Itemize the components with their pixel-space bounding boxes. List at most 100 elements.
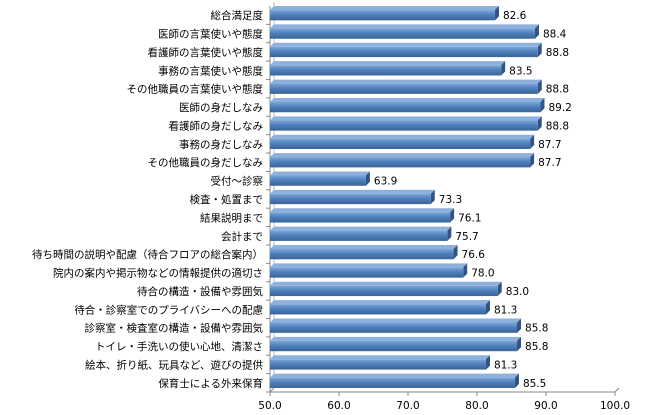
data-label: 85.8 [525, 341, 548, 353]
bar-side-face [447, 226, 452, 241]
bar [270, 157, 531, 168]
bar-side-face [497, 281, 502, 297]
bar [270, 359, 486, 370]
bar-top-face [270, 153, 535, 158]
bar-side-face [365, 171, 370, 186]
x-tick-label: 90.0 [534, 400, 557, 412]
bar-side-face [514, 373, 519, 388]
bar [270, 10, 495, 21]
bar-side-face [540, 97, 545, 113]
bar-top-face [270, 42, 542, 47]
category-label: 検査・処置まで [190, 193, 264, 206]
bar-top-face [270, 226, 452, 231]
category-label: 受付～診察 [211, 175, 264, 188]
bar [270, 101, 541, 113]
bar-top-face [270, 61, 506, 66]
bar [270, 175, 366, 186]
bar [270, 212, 451, 223]
category-label: 医師の言葉使いや態度 [158, 28, 263, 41]
data-label: 76.1 [458, 212, 481, 224]
category-label: 待合・診察室でのプライバシーへの配慮 [74, 303, 263, 316]
bar-top-face [270, 208, 455, 213]
category-label: 事務の身だしなみ [179, 138, 263, 151]
bar [270, 46, 538, 58]
bar-top-face [270, 6, 499, 11]
bar-top-face [270, 336, 522, 341]
bar-side-face [453, 244, 458, 260]
data-label: 82.6 [503, 10, 527, 22]
bar-side-face [530, 153, 535, 168]
category-label: 院内の案内や掲示物などの情報提供の適切さ [53, 267, 263, 280]
category-label: 会計まで [221, 230, 263, 243]
bar [270, 322, 518, 333]
x-tick-label: 70.0 [396, 400, 419, 412]
x-tick-label: 100.0 [600, 400, 630, 412]
bar-top-face [270, 355, 490, 360]
floor-edge-line [614, 387, 620, 393]
bar-side-face [485, 355, 490, 370]
bar-side-face [517, 336, 522, 352]
bar-top-face [270, 134, 535, 139]
bar-top-face [270, 318, 522, 323]
category-label: 事務の言葉使いや態度 [158, 64, 263, 77]
data-label: 63.9 [374, 176, 397, 188]
category-label: 看護師の言葉使いや態度 [148, 46, 264, 59]
bar [270, 377, 515, 388]
bar [270, 65, 502, 76]
data-label: 88.4 [543, 29, 567, 41]
bar-side-face [501, 61, 506, 76]
x-tick-label: 50.0 [258, 400, 281, 412]
data-label: 83.0 [506, 286, 529, 298]
data-label: 89.2 [548, 102, 571, 114]
data-label: 81.3 [494, 304, 517, 316]
bar [270, 267, 464, 278]
category-label: トイレ・手洗いの使い心地、清潔さ [95, 340, 263, 353]
bar [270, 28, 535, 39]
data-label: 87.7 [538, 157, 561, 169]
category-label: 結果説明まで [200, 211, 263, 224]
data-label: 87.7 [538, 139, 561, 151]
bar-side-face [485, 300, 490, 315]
bar-top-face [270, 300, 490, 305]
bar-side-face [537, 116, 542, 131]
bar [270, 138, 531, 150]
bar-top-face [270, 116, 542, 121]
data-label: 73.3 [439, 194, 462, 206]
bar-top-face [270, 373, 519, 378]
category-label: 医師の身だしなみ [179, 101, 263, 114]
data-label: 88.8 [546, 120, 569, 132]
bar [270, 304, 486, 315]
category-label: 看護師の身だしなみ [169, 119, 264, 132]
category-label: 待合の構造・設備や雰囲気 [137, 285, 263, 298]
category-label: その他職員の言葉使いや態度 [127, 83, 264, 96]
bar-side-face [530, 134, 535, 150]
bar-top-face [270, 281, 502, 286]
category-label: 診察室・検査室の構造・設備や雰囲気 [85, 322, 264, 335]
bar-side-face [463, 263, 468, 278]
x-tick-label: 80.0 [465, 400, 488, 412]
data-label: 88.8 [546, 47, 569, 59]
data-label: 85.5 [523, 378, 546, 390]
bar-side-face [430, 189, 435, 205]
data-label: 75.7 [455, 231, 478, 243]
data-label: 85.8 [525, 323, 548, 335]
category-label: 保育士による外来保育 [158, 377, 263, 390]
bar-side-face [534, 24, 539, 39]
bar-side-face [450, 208, 455, 223]
bar [270, 230, 448, 241]
bar-top-face [270, 263, 468, 268]
bar-side-face [517, 318, 522, 333]
category-label: 総合満足度 [211, 9, 264, 22]
bar [270, 193, 431, 205]
category-label: 絵本、折り紙、玩具など、遊びの提供 [85, 358, 263, 371]
bar-top-face [270, 97, 545, 102]
data-label: 81.3 [494, 359, 517, 371]
bar-top-face [270, 24, 539, 29]
x-tick-label: 60.0 [327, 400, 350, 412]
floor-corner-line [269, 387, 275, 393]
category-label: その他職員の身だしなみ [148, 156, 264, 169]
bar-side-face [537, 42, 542, 58]
data-label: 76.6 [462, 249, 486, 261]
bar [270, 340, 518, 352]
